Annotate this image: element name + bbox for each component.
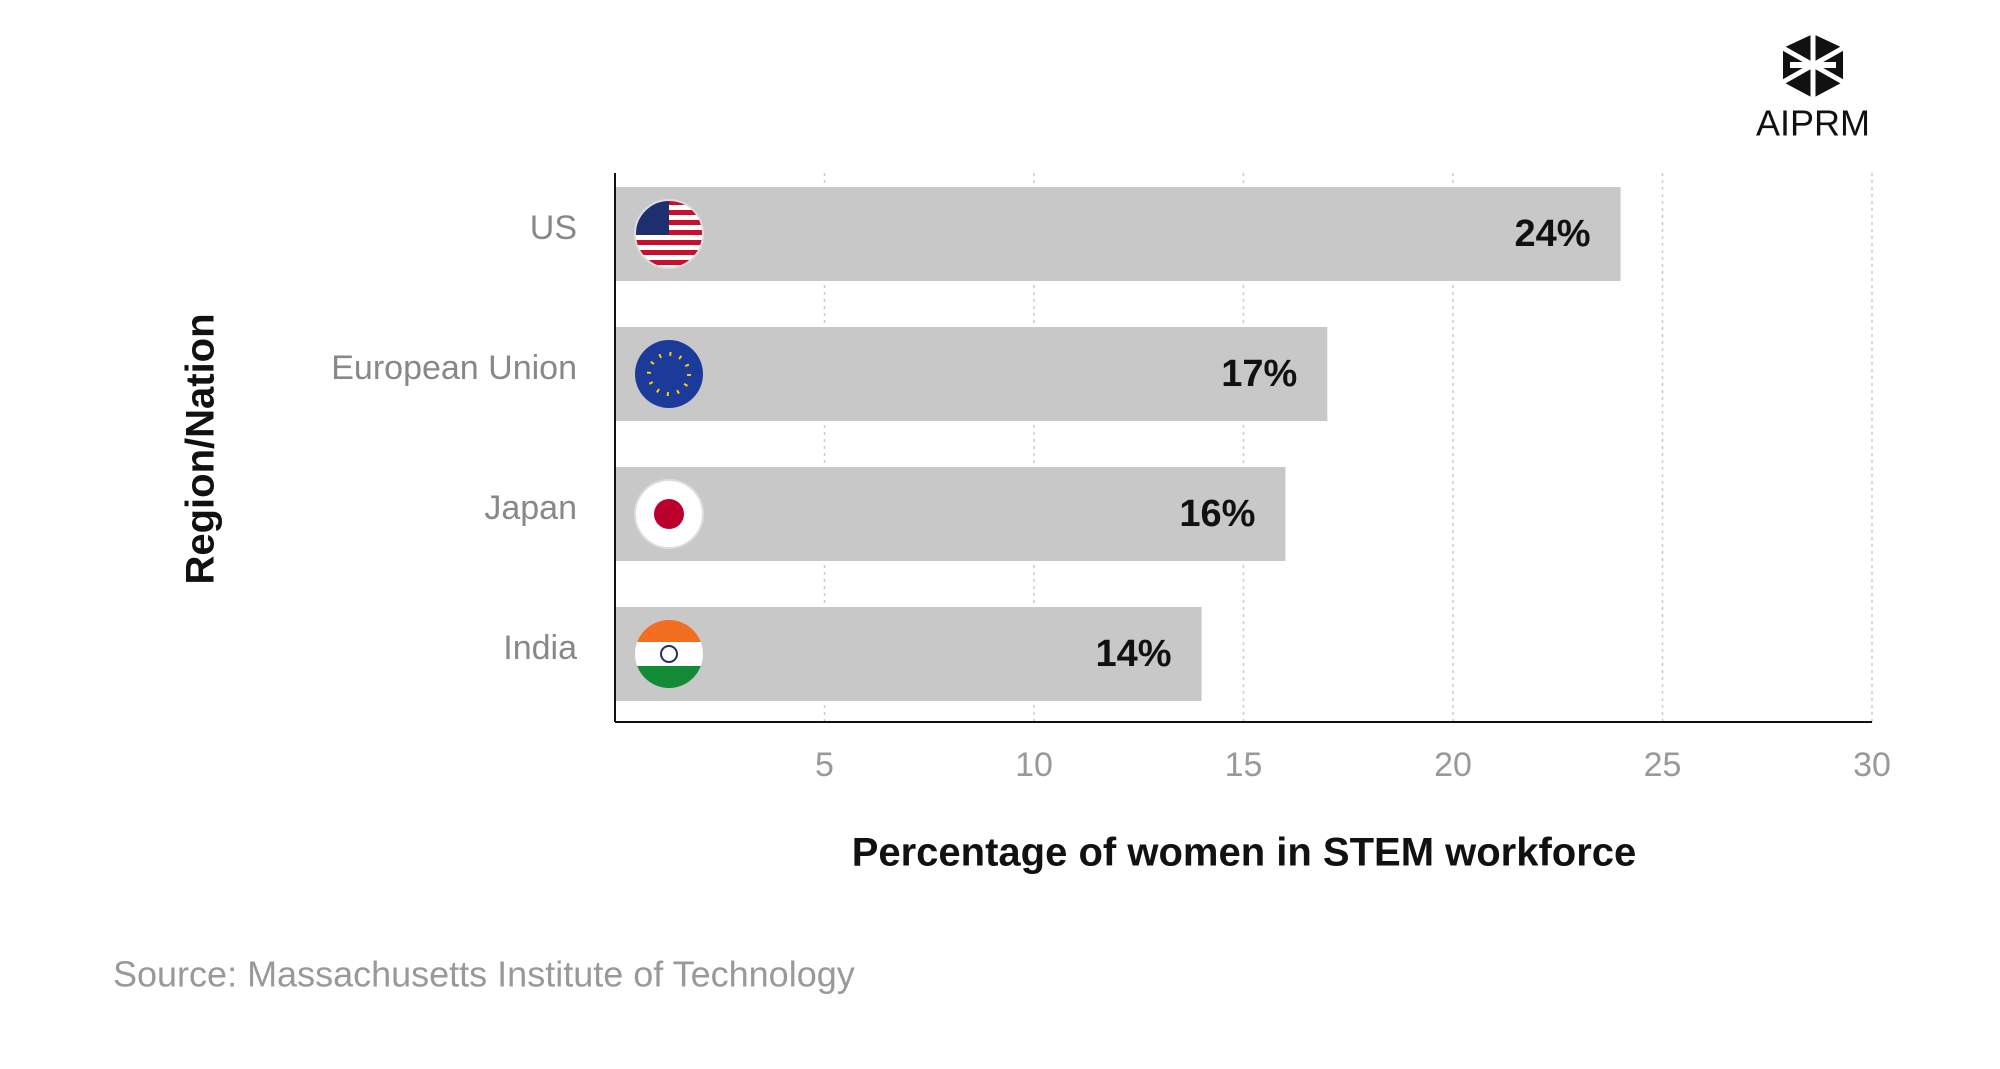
x-tick-label: 20: [1434, 746, 1472, 784]
flag-india: [635, 620, 703, 688]
y-tick-label: India: [503, 629, 577, 667]
y-axis-title: Region/Nation: [179, 313, 223, 584]
y-tick-label: European Union: [331, 349, 577, 387]
flag-japan: [634, 479, 704, 549]
brand: AIPRM: [1756, 103, 1870, 144]
source: Source: Massachusetts Institute of Techn…: [113, 954, 855, 995]
bar: [615, 467, 1286, 561]
x-tick-label: 10: [1015, 746, 1053, 784]
x-tick-label: 30: [1853, 746, 1891, 784]
x-tick-label: 15: [1225, 746, 1263, 784]
x-tick-label: 5: [815, 746, 834, 784]
value-label: 16%: [1179, 493, 1255, 535]
flag-eu: [635, 340, 703, 408]
x-axis-title: Percentage of women in STEM workforce: [852, 831, 1637, 875]
y-tick-label: US: [530, 209, 577, 247]
bars: US 24% European Union 17% Japan 16% India 14%: [331, 187, 1621, 701]
y-tick-label: Japan: [484, 489, 577, 527]
bar: [615, 327, 1328, 421]
value-label: 17%: [1221, 353, 1297, 395]
logo: [1781, 34, 1845, 98]
x-tick-label: 25: [1644, 746, 1682, 784]
bar: [615, 187, 1621, 281]
bar: [615, 607, 1202, 701]
value-label: 24%: [1515, 213, 1591, 255]
value-label: 14%: [1096, 633, 1172, 675]
